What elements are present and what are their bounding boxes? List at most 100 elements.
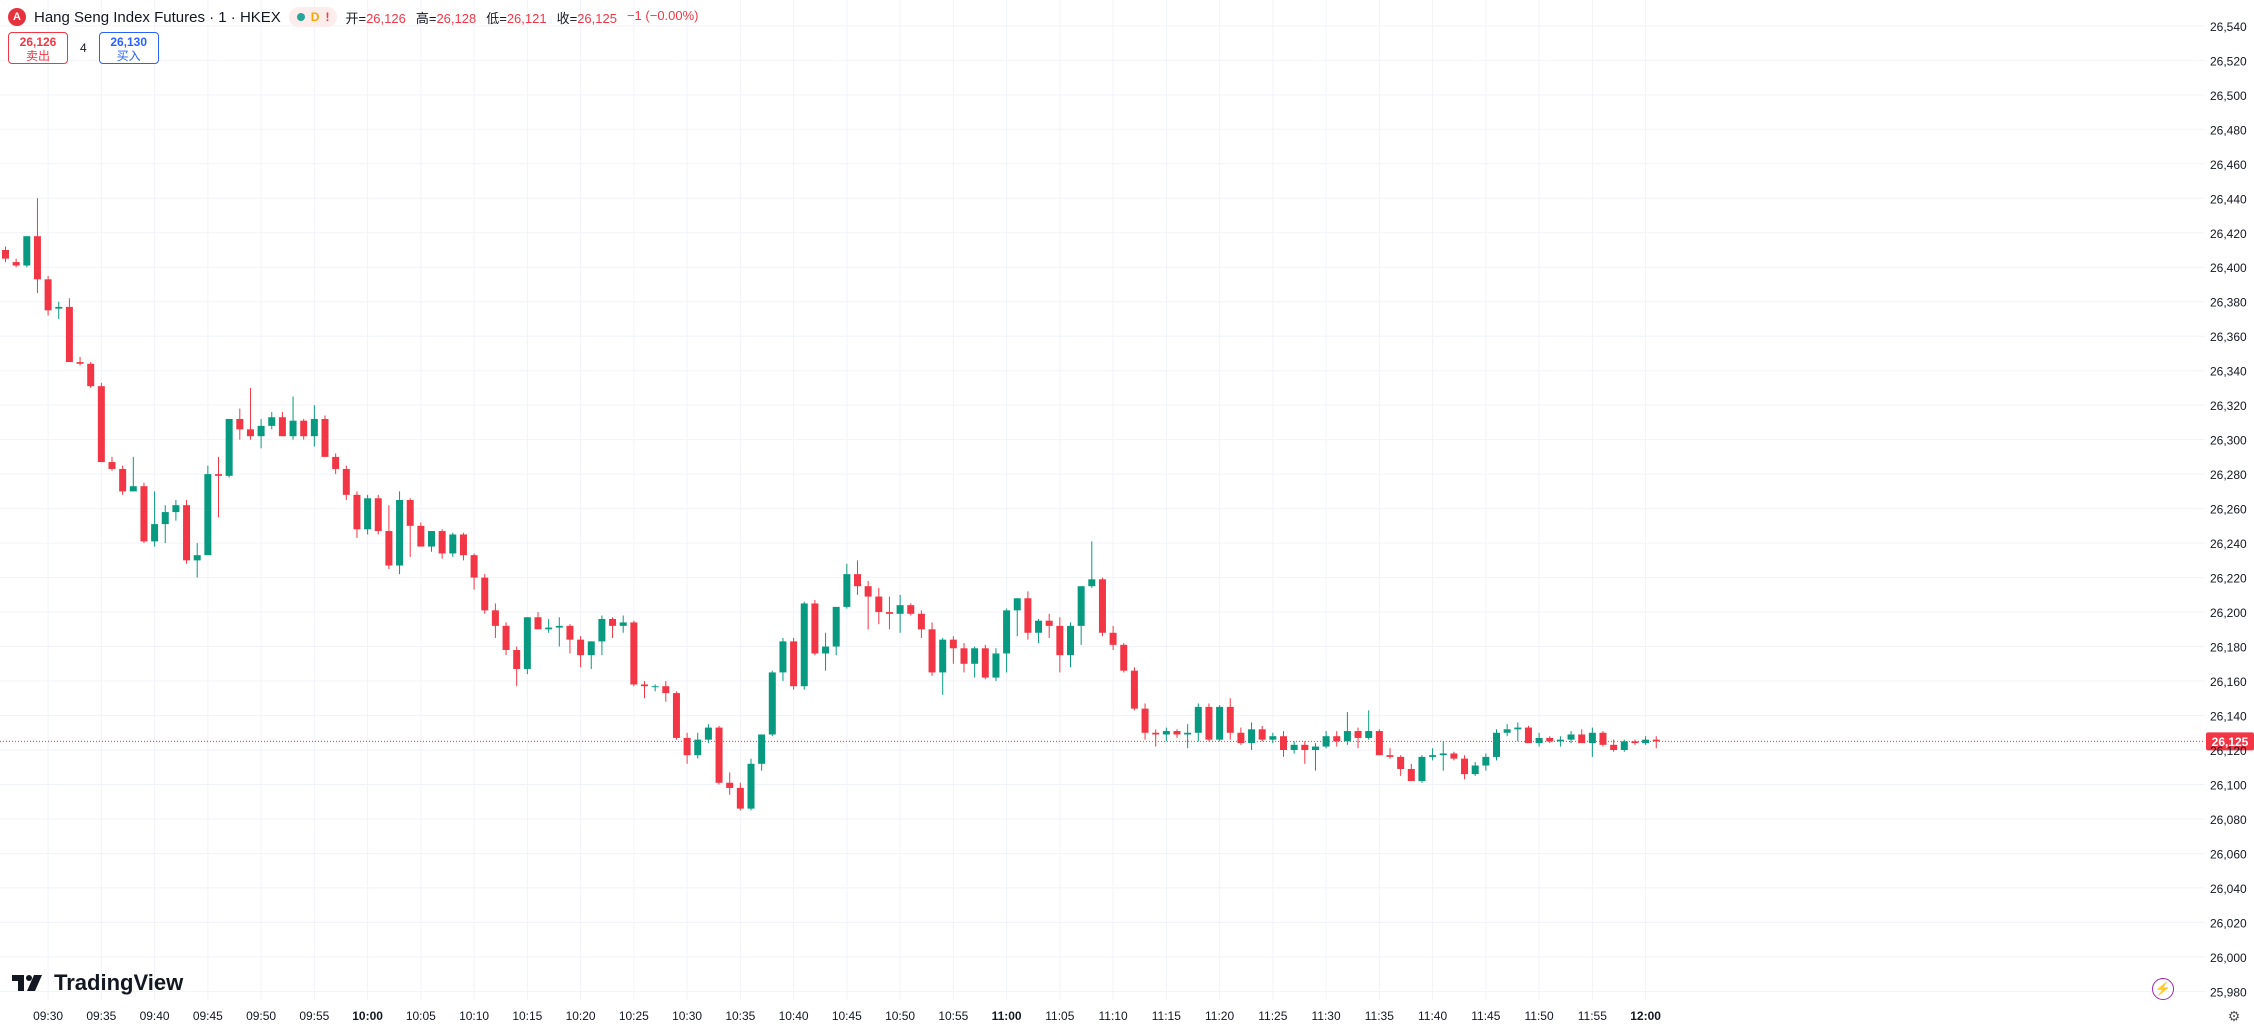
candle: [470, 553, 478, 590]
candle-body: [875, 596, 883, 613]
candle-body: [236, 418, 244, 430]
candle: [1248, 722, 1256, 750]
candle: [332, 453, 340, 475]
buy-button[interactable]: 26,130 买入: [98, 32, 159, 64]
candle-body: [300, 420, 308, 437]
candle-body: [65, 306, 73, 363]
candle: [1407, 763, 1415, 782]
candle-body: [566, 625, 574, 640]
candle: [981, 644, 989, 680]
last-price-line: 26,125: [0, 732, 2254, 751]
candle-body: [822, 646, 830, 654]
candle: [44, 275, 52, 316]
candle-body: [1258, 729, 1266, 740]
candle-body: [1098, 579, 1106, 633]
candle-body: [683, 737, 691, 756]
candle: [1461, 755, 1469, 780]
candle-body: [896, 605, 904, 614]
symbol-title[interactable]: Hang Seng Index Futures · 1 · HKEX: [34, 8, 281, 26]
candle: [1439, 741, 1447, 771]
lightning-bolt-icon[interactable]: ⚡: [2152, 978, 2174, 1000]
x-tick-label: 11:55: [1578, 1009, 1607, 1023]
candle-body: [1120, 644, 1128, 671]
candle-body: [183, 505, 191, 561]
x-tick-label: 11:15: [1152, 1009, 1181, 1023]
candle-body: [992, 653, 1000, 678]
x-tick-label: 09:50: [246, 1009, 276, 1023]
candle-body: [736, 787, 744, 809]
candle: [1152, 729, 1160, 747]
y-tick-label: 26,500: [2210, 89, 2247, 103]
candle: [704, 724, 712, 744]
candle: [854, 560, 861, 595]
sell-price: 26,126: [19, 35, 57, 49]
candle: [1141, 703, 1149, 740]
candle-body: [768, 672, 776, 735]
candle-body: [12, 262, 20, 266]
time-axis: 09:30 09:35 09:40 09:45 09:50 09:55 10:00 10:05…: [33, 1009, 1661, 1023]
y-tick-label: 26,100: [2210, 778, 2247, 792]
gear-icon[interactable]: ⚙: [2227, 1007, 2241, 1024]
candle: [1056, 617, 1064, 673]
candle: [1567, 731, 1575, 744]
candle-body: [843, 574, 851, 607]
candle-body: [278, 417, 286, 437]
candle: [960, 643, 968, 673]
candle: [1450, 751, 1458, 761]
candle: [1535, 732, 1543, 747]
candle-body: [193, 555, 201, 561]
candle-body: [641, 684, 648, 687]
candle: [885, 596, 893, 630]
x-tick-label: 10:30: [672, 1009, 702, 1023]
candle-body: [630, 622, 638, 685]
candle-body: [1652, 739, 1660, 742]
candle-body: [161, 512, 169, 525]
x-tick-label: 11:00: [992, 1009, 1022, 1023]
market-status-pill[interactable]: D !: [288, 7, 338, 27]
candle-body: [1333, 736, 1341, 742]
candle: [1162, 727, 1170, 742]
market-open-dot-icon: [296, 13, 305, 21]
candle: [1258, 725, 1266, 742]
exchange-badge: A: [8, 8, 26, 26]
candle-body: [97, 386, 105, 463]
candle-body: [1205, 706, 1213, 740]
x-tick-label: 10:15: [512, 1009, 542, 1023]
sell-button[interactable]: 26,126 卖出: [8, 32, 68, 64]
candle-body: [1109, 632, 1117, 645]
candle-body: [406, 500, 414, 526]
tradingview-watermark[interactable]: TradingView: [12, 970, 183, 996]
y-tick-label: 26,440: [2210, 192, 2247, 206]
candle: [864, 581, 872, 630]
candle: [438, 529, 446, 559]
candle-body: [129, 486, 137, 492]
x-tick-label: 10:50: [885, 1009, 915, 1023]
buy-label: 买入: [116, 49, 141, 63]
x-tick-label: 11:25: [1258, 1009, 1287, 1023]
candle: [140, 482, 148, 544]
candle-body: [1407, 768, 1415, 782]
y-tick-label: 26,180: [2210, 641, 2247, 655]
last-price-tag: [2206, 732, 2254, 751]
candle-body: [459, 534, 467, 556]
ohlc-close: 收=26,125: [556, 10, 617, 26]
candle: [726, 772, 734, 795]
candle: [1194, 703, 1202, 742]
x-tick-label: 09:45: [193, 1009, 223, 1023]
candle: [491, 603, 499, 638]
candle: [1237, 727, 1245, 745]
x-tick-label: 11:35: [1365, 1009, 1394, 1023]
candle-body: [1386, 755, 1394, 757]
candle: [278, 412, 286, 437]
y-tick-label: 26,480: [2210, 123, 2247, 137]
candle-body: [1067, 625, 1074, 656]
y-tick-label: 26,000: [2210, 951, 2247, 965]
candle-body: [523, 617, 531, 669]
candle-body: [1088, 579, 1096, 587]
candle-body: [353, 494, 361, 530]
candle: [715, 725, 723, 785]
candle: [672, 691, 680, 740]
y-tick-label: 26,360: [2210, 330, 2247, 344]
